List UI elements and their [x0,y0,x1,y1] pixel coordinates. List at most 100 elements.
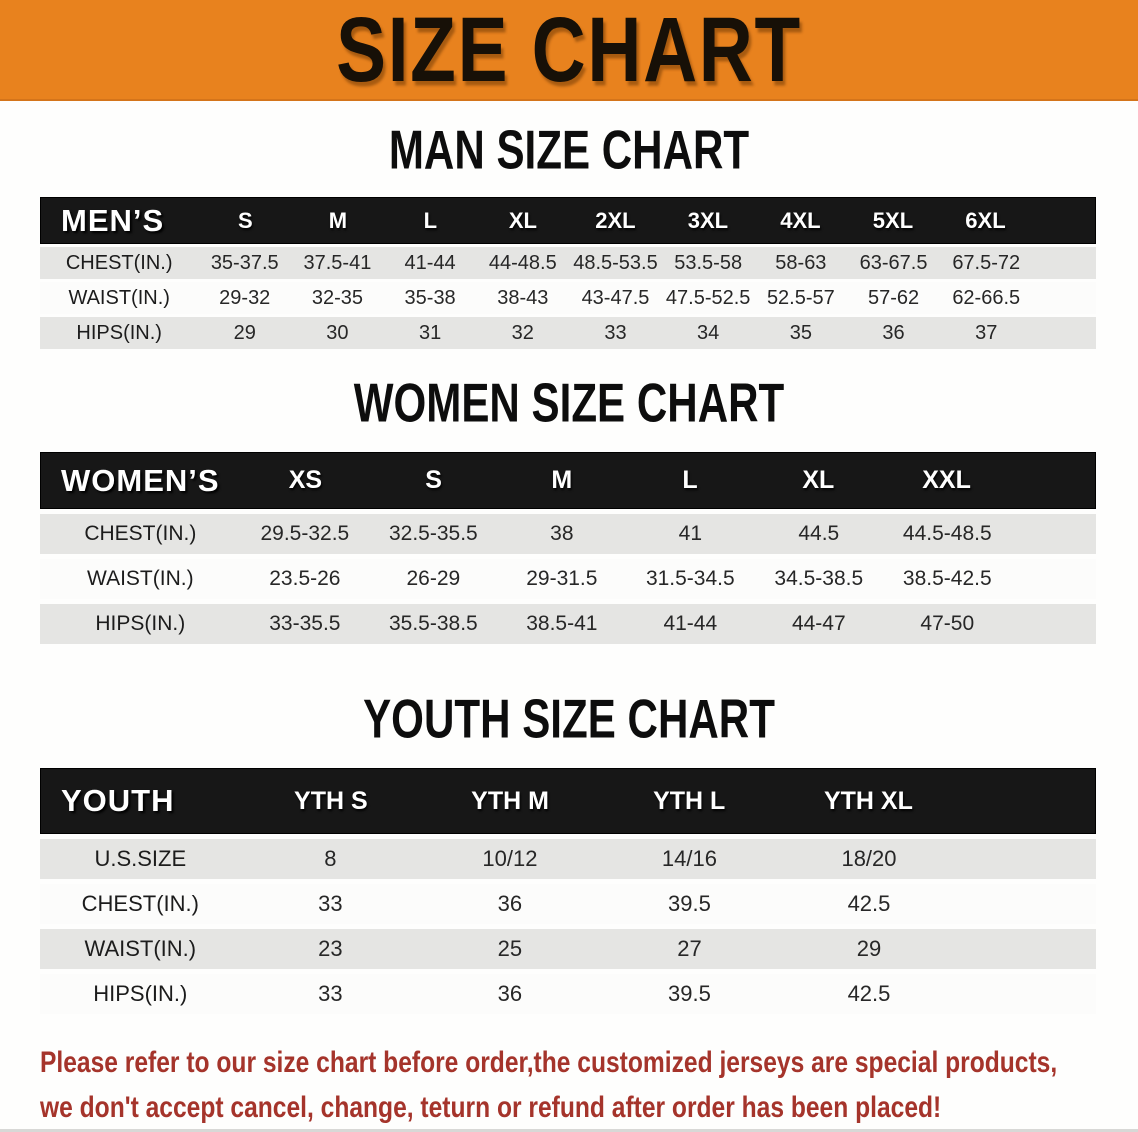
value-cell: 35-38 [404,286,456,309]
value-cell: 39.5 [668,891,711,916]
value-cell: 33 [318,891,343,916]
value-cell: 38.5-41 [526,612,598,635]
value-cell: 26-29 [406,567,461,590]
value-cell: 37.5-41 [303,251,372,274]
value-cell: 29 [233,321,256,344]
table-row: U.S.SIZE 8 10/12 14/16 18/20 [40,839,1096,879]
value-cell: 41-44 [663,612,718,635]
size-column-header: 6XL [965,207,1006,233]
size-column-header: M [328,207,348,233]
women-size-table: WOMEN’S XS S M L XL XXL CHEST(IN.) 29.5-32.5 32.5… [40,452,1096,644]
value-cell: 63-67.5 [859,251,928,274]
size-column-header: XL [802,466,835,494]
value-cell: 32 [511,321,534,344]
value-cell: 57-62 [867,286,920,309]
value-cell: 23 [318,936,343,961]
row-label: CHEST(IN.) [65,251,173,274]
value-cell: 38.5-42.5 [902,567,992,590]
value-cell: 25 [497,936,523,961]
size-column-header: YTH L [653,786,726,815]
value-cell: 35.5-38.5 [388,612,478,635]
value-cell: 42.5 [847,981,891,1006]
size-column-header: S [238,207,253,233]
value-cell: 23.5-26 [269,567,341,590]
value-cell: 48.5-53.5 [573,251,658,274]
value-cell: 35 [789,321,812,344]
size-column-header: 2XL [595,207,636,233]
disclaimer-line-1: Please refer to our size chart before or… [40,1046,1058,1079]
value-cell: 29.5-32.5 [260,522,350,545]
row-label: CHEST(IN.) [81,891,199,916]
value-cell: 34.5-38.5 [774,567,864,590]
size-column-header: YTH XL [823,786,913,815]
value-cell: 36 [882,321,905,344]
page-title: SIZE CHART [336,0,802,101]
row-label: HIPS(IN.) [93,981,188,1006]
value-cell: 41-44 [404,251,456,274]
row-label: U.S.SIZE [94,846,187,871]
table-row: WAIST(IN.) 23 25 27 29 [40,929,1096,969]
value-cell: 32-35 [311,286,363,309]
value-cell: 44.5 [798,522,840,545]
table-row: CHEST(IN.) 29.5-32.5 32.5-35.5 38 41 44.5 44.5… [40,514,1096,554]
value-cell: 41 [678,522,702,545]
size-column-header: XXL [922,466,971,494]
size-column-header: YTH S [294,786,368,815]
value-cell: 29 [856,936,882,961]
banner: SIZE CHART [0,0,1138,101]
value-cell: 44-48.5 [488,251,557,274]
value-cell: 33 [318,981,343,1006]
men-section: MAN SIZE CHART MEN’S S M L XL 2XL 3XL 4XL 5XL 6XL… [0,122,1138,349]
value-cell: 18/20 [841,846,897,871]
table-row: HIPS(IN.) 29 30 31 32 33 34 35 36 37 [40,317,1096,349]
value-cell: 27 [677,936,702,961]
row-label: HIPS(IN.) [76,321,162,344]
value-cell: 52.5-57 [766,286,835,309]
value-cell: 36 [497,981,523,1006]
value-cell: 43-47.5 [581,286,650,309]
value-cell: 31.5-34.5 [645,567,735,590]
table-header-row: MEN’S S M L XL 2XL 3XL 4XL 5XL 6XL [40,197,1096,244]
size-column-header: M [551,466,573,494]
size-column-header: 3XL [687,207,729,233]
size-column-header: XS [288,466,323,494]
table-title-cell: WOMEN’S [61,462,220,498]
size-column-header: 4XL [780,207,821,233]
value-cell: 47-50 [920,612,975,635]
men-size-table: MEN’S S M L XL 2XL 3XL 4XL 5XL 6XL CHEST(IN.) 35-37… [40,197,1096,349]
women-section: WOMEN SIZE CHART WOMEN’S XS S M L XL XXL CHEST(… [0,375,1138,644]
row-label: WAIST(IN.) [68,286,170,309]
size-column-header: S [425,466,442,494]
table-row: HIPS(IN.) 33-35.5 35.5-38.5 38.5-41 41-44 44-… [40,604,1096,644]
table-row: WAIST(IN.) 29-32 32-35 35-38 38-43 43-47.5 47.… [40,282,1096,314]
value-cell: 14/16 [661,846,717,871]
women-section-heading: WOMEN SIZE CHART [0,375,1138,430]
value-cell: 67.5-72 [952,251,1021,274]
table-title-cell: MEN’S [61,202,165,238]
women-section-heading-text: WOMEN SIZE CHART [353,372,785,434]
size-column-header: XL [508,207,537,233]
value-cell: 38 [550,522,574,545]
row-label: WAIST(IN.) [87,567,194,590]
value-cell: 62-66.5 [952,286,1021,309]
table-title-cell: YOUTH [61,783,175,818]
value-cell: 37 [975,321,998,344]
youth-section-heading-text: YOUTH SIZE CHART [363,688,775,750]
size-column-header: L [682,466,698,494]
value-cell: 33 [604,321,627,344]
youth-section: YOUTH SIZE CHART YOUTH YTH S YTH M YTH L YTH… [0,691,1138,1014]
size-column-header: L [423,207,438,233]
bottom-divider [0,1129,1138,1132]
value-cell: 44-47 [791,612,846,635]
youth-size-table: YOUTH YTH S YTH M YTH L YTH XL U.S.SIZE 8 10/12… [40,768,1096,1014]
value-cell: 44.5-48.5 [902,522,992,545]
size-column-header: YTH M [471,786,549,815]
men-section-heading-text: MAN SIZE CHART [388,119,750,181]
disclaimer: Please refer to our size chart before or… [40,1040,1138,1130]
value-cell: 39.5 [668,981,711,1006]
table-row: HIPS(IN.) 33 36 39.5 42.5 [40,974,1096,1014]
value-cell: 33-35.5 [269,612,341,635]
table-row: WAIST(IN.) 23.5-26 26-29 29-31.5 31.5-34.5 34… [40,559,1096,599]
table-header-row: WOMEN’S XS S M L XL XXL [40,452,1096,509]
